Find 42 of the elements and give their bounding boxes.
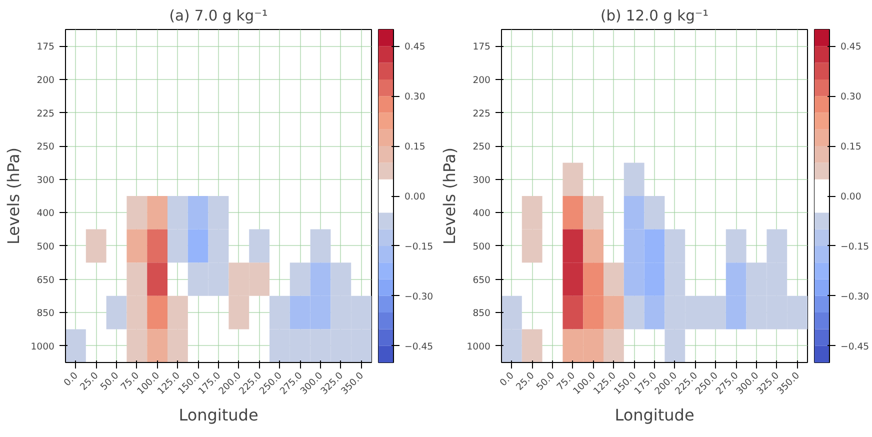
chart-title: (a) 7.0 g kg⁻¹ [169,8,268,24]
y-tick-label: 250 [36,142,55,153]
color-bar-label: −0.15 [404,241,434,252]
y-tick-label: 650 [36,274,55,286]
color-bar-label: 0.45 [840,42,862,53]
y-tick-label: 225 [472,108,491,120]
color-bar-label: 0.15 [404,142,426,153]
x-tick-label: 0.0 [498,370,516,389]
y-tick-label: 400 [472,208,491,220]
y-axis-title: Levels (hPa) [440,147,459,245]
color-bar-label: 0.30 [840,92,862,103]
y-tick-label: 175 [36,42,55,53]
y-tick-label: 300 [472,174,491,186]
y-tick-label: 300 [36,174,55,186]
y-tick-label: 200 [36,74,55,86]
color-bar-label: 0.45 [404,42,426,53]
y-tick-label: 1000 [30,341,55,352]
color-bar-label: 0.15 [840,142,862,153]
y-tick-label: 400 [36,208,55,220]
x-axis-title: Longitude [178,405,258,424]
color-bar-label: 0.30 [404,92,426,103]
y-tick-label: 500 [36,241,55,252]
color-bar-label: 0.00 [840,192,862,202]
color-bar-label: 0.00 [404,192,426,202]
color-bar-label: −0.30 [404,291,434,302]
y-tick-label: 650 [472,274,491,286]
y-tick-label: 225 [36,108,55,120]
x-tick-label: 0.0 [62,370,80,389]
y-tick-label: 500 [472,241,491,252]
color-bar-label: −0.30 [840,291,870,302]
y-tick-label: 175 [472,42,491,53]
y-tick-label: 250 [472,142,491,153]
color-bar-label: −0.45 [404,341,434,352]
y-tick-label: 850 [472,308,491,320]
y-tick-label: 850 [36,308,55,320]
y-axis-title: Levels (hPa) [4,147,23,245]
color-bar-label: −0.15 [840,241,870,252]
y-tick-label: 200 [472,74,491,86]
color-bar-label: −0.45 [840,341,870,352]
chart-title: (b) 12.0 g kg⁻¹ [600,8,709,24]
x-axis-title: Longitude [614,405,694,424]
y-tick-label: 1000 [466,341,491,352]
